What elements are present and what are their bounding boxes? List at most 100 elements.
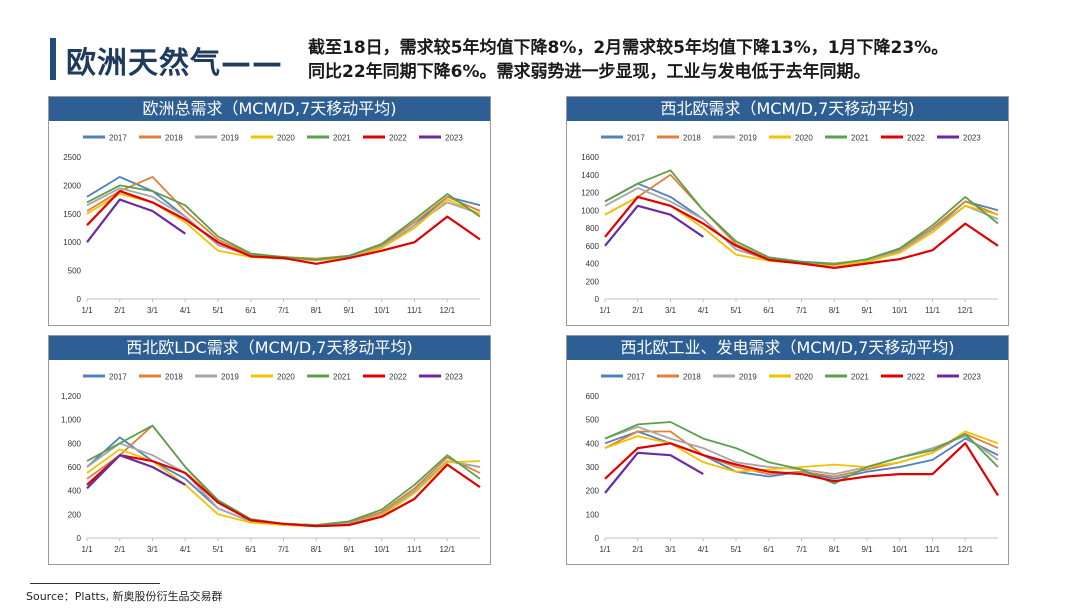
x-tick-label: 2/1 — [114, 545, 126, 554]
legend-label: 2017 — [109, 134, 127, 143]
y-tick-label: 1,200 — [61, 392, 82, 401]
series-line-2022 — [604, 442, 999, 496]
legend-label: 2020 — [795, 373, 813, 382]
x-tick-label: 4/1 — [698, 306, 710, 315]
x-tick-label: 11/1 — [407, 545, 423, 554]
x-tick-label: 10/1 — [374, 545, 390, 554]
series-line-2019 — [86, 187, 481, 261]
x-tick-label: 12/1 — [439, 545, 455, 554]
x-tick-label: 11/1 — [925, 545, 941, 554]
legend-label: 2021 — [333, 134, 351, 143]
legend-label: 2022 — [389, 134, 407, 143]
source-note: Source：Platts, 新奥股份衍生品交易群 — [26, 590, 223, 603]
x-tick-label: 7/1 — [278, 306, 290, 315]
x-tick-label: 3/1 — [147, 306, 159, 315]
x-tick-label: 4/1 — [180, 545, 192, 554]
y-tick-label: 600 — [586, 392, 600, 401]
legend-label: 2018 — [165, 373, 183, 382]
x-tick-label: 9/1 — [861, 545, 873, 554]
chart-title: 西北欧LDC需求（MCM/D,7天移动平均) — [49, 336, 490, 360]
legend-label: 2020 — [277, 134, 295, 143]
legend-label: 2021 — [851, 134, 869, 143]
series-line-2022 — [604, 195, 999, 269]
x-tick-label: 2/1 — [114, 306, 126, 315]
legend-label: 2023 — [445, 134, 463, 143]
x-tick-label: 5/1 — [212, 306, 224, 315]
x-tick-label: 1/1 — [599, 306, 611, 315]
x-tick-label: 6/1 — [763, 306, 775, 315]
series-line-2023 — [86, 198, 186, 243]
summary-line-1: 截至18日，需求较5年均值下降8%，2月需求较5年均值下降13%，1月下降23%… — [308, 38, 949, 58]
y-tick-label: 400 — [68, 487, 82, 496]
x-tick-label: 12/1 — [957, 306, 973, 315]
chart-panel-nw-europe-ldc: 西北欧LDC需求（MCM/D,7天移动平均) 2017 2018 2019 2020 2… — [48, 335, 491, 565]
x-tick-label: 6/1 — [245, 545, 257, 554]
x-tick-label: 1/1 — [81, 545, 93, 554]
x-tick-label: 10/1 — [892, 306, 908, 315]
y-tick-label: 0 — [595, 295, 600, 304]
legend-label: 2017 — [627, 373, 645, 382]
legend-label: 2018 — [683, 373, 701, 382]
series-line-2022 — [86, 454, 481, 528]
title-accent-bar — [50, 38, 56, 80]
y-tick-label: 200 — [68, 510, 82, 519]
x-tick-label: 2/1 — [632, 306, 644, 315]
x-tick-label: 9/1 — [343, 306, 355, 315]
series-line-2021 — [604, 169, 999, 266]
legend-label: 2020 — [277, 373, 295, 382]
y-tick-label: 1600 — [581, 153, 599, 162]
legend-label: 2019 — [739, 134, 757, 143]
chart-title: 欧洲总需求（MCM/D,7天移动平均) — [49, 97, 490, 121]
y-tick-label: 1,000 — [61, 416, 82, 425]
legend: 2017 2018 2019 2020 2021 2022 2023 — [83, 373, 463, 382]
x-tick-label: 6/1 — [763, 545, 775, 554]
series-line-2022 — [86, 190, 481, 265]
legend-label: 2021 — [333, 373, 351, 382]
y-tick-label: 1200 — [581, 189, 599, 198]
x-tick-label: 3/1 — [665, 545, 677, 554]
x-tick-label: 11/1 — [925, 306, 941, 315]
x-tick-label: 10/1 — [892, 545, 908, 554]
x-tick-label: 7/1 — [796, 545, 808, 554]
series-line-2021 — [86, 424, 481, 526]
x-tick-label: 3/1 — [665, 306, 677, 315]
chart-title: 西北欧工业、发电需求（MCM/D,7天移动平均) — [567, 336, 1008, 360]
y-tick-label: 0 — [595, 534, 600, 543]
y-tick-label: 200 — [586, 277, 600, 286]
x-tick-label: 2/1 — [632, 545, 644, 554]
y-tick-label: 1000 — [581, 206, 599, 215]
legend-label: 2019 — [739, 373, 757, 382]
legend-label: 2017 — [627, 134, 645, 143]
legend: 2017 2018 2019 2020 2021 2022 2023 — [601, 134, 981, 143]
series-line-2020 — [604, 430, 999, 473]
series-line-2020 — [604, 196, 999, 267]
y-tick-label: 600 — [586, 242, 600, 251]
chart-svg: 2017 2018 2019 2020 2021 2022 2023 0 200 400 600 80… — [61, 373, 481, 554]
legend-label: 2021 — [851, 373, 869, 382]
legend-label: 2023 — [445, 373, 463, 382]
y-tick-label: 2500 — [63, 153, 81, 162]
series-line-2020 — [86, 193, 481, 262]
x-tick-label: 1/1 — [599, 545, 611, 554]
x-tick-label: 8/1 — [311, 545, 323, 554]
x-tick-label: 4/1 — [180, 306, 192, 315]
summary-line-2: 同比22年同期下降6%。需求弱势进一步显现，工业与发电低于去年同期。 — [308, 62, 871, 82]
series-line-2021 — [604, 421, 999, 485]
y-tick-label: 800 — [68, 439, 82, 448]
y-tick-label: 600 — [68, 463, 82, 472]
x-tick-label: 8/1 — [311, 306, 323, 315]
legend-label: 2020 — [795, 134, 813, 143]
x-tick-label: 8/1 — [829, 306, 841, 315]
chart-svg: 2017 2018 2019 2020 2021 2022 2023 0 100 200 300 40… — [586, 373, 999, 554]
legend-label: 2019 — [221, 373, 239, 382]
legend-label: 2023 — [963, 373, 981, 382]
series-line-2023 — [86, 454, 186, 490]
y-tick-label: 1000 — [63, 238, 81, 247]
legend-label: 2022 — [389, 373, 407, 382]
legend-label: 2022 — [907, 134, 925, 143]
x-tick-label: 12/1 — [957, 545, 973, 554]
chart-panel-nw-europe-industry-power: 西北欧工业、发电需求（MCM/D,7天移动平均) 2017 2018 2019 202… — [566, 335, 1009, 565]
chart-svg: 2017 2018 2019 2020 2021 2022 2023 0 500 1000 1500… — [63, 134, 481, 315]
chart-panel-nw-europe-total: 西北欧需求（MCM/D,7天移动平均) 2017 2018 2019 2020 2021… — [566, 96, 1009, 326]
y-tick-label: 500 — [586, 416, 600, 425]
